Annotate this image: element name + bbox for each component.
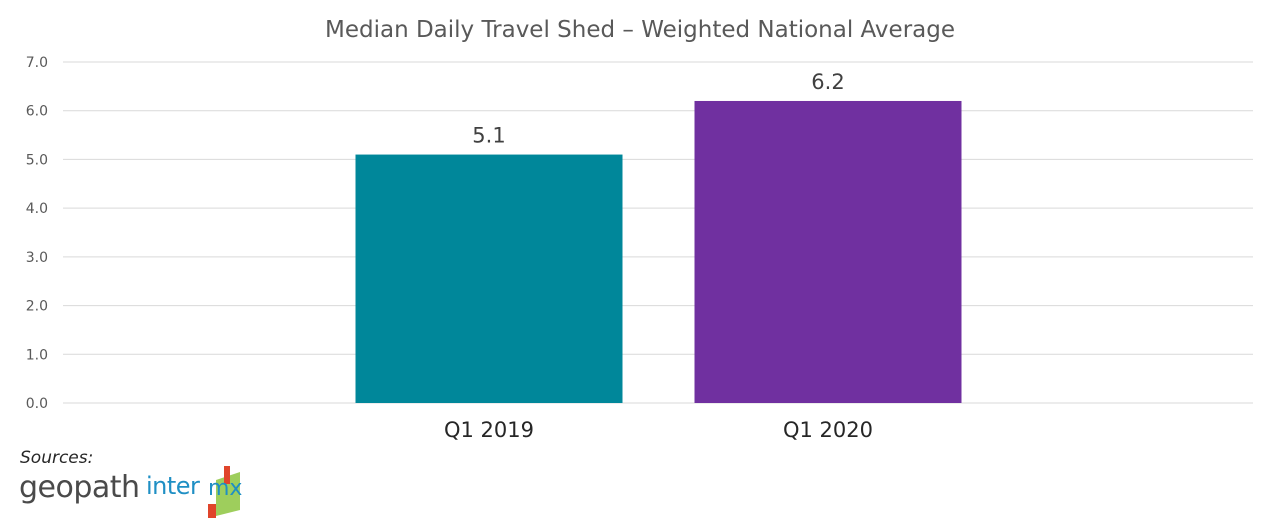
intermx-mark-letters: mx [208, 476, 242, 501]
data-labels: 5.1 6.2 [472, 70, 844, 148]
y-tick-label: 5.0 [26, 152, 48, 168]
x-axis-labels: Q1 2019 Q1 2020 [444, 418, 873, 442]
y-tick-label: 3.0 [26, 250, 48, 266]
y-tick-label: 4.0 [26, 201, 48, 217]
geopath-logo: geopath [19, 470, 140, 505]
y-tick-label: 6.0 [26, 104, 48, 120]
y-axis-ticks: 0.0 1.0 2.0 3.0 4.0 5.0 6.0 7.0 [26, 55, 48, 412]
intermx-logo-text: inter [146, 472, 200, 500]
y-tick-label: 7.0 [26, 55, 48, 71]
y-tick-label: 0.0 [26, 396, 48, 412]
x-category-label: Q1 2020 [783, 418, 873, 442]
intermx-logo-mark: mx [208, 466, 242, 518]
data-label: 5.1 [472, 124, 505, 148]
sources-label: Sources: [20, 448, 94, 468]
intermx-logo: inter mx [146, 464, 256, 520]
x-category-label: Q1 2019 [444, 418, 534, 442]
y-tick-label: 1.0 [26, 347, 48, 363]
geopath-logo-text: geopath [19, 470, 140, 505]
bar-q1-2019 [355, 154, 623, 403]
bars [355, 100, 962, 403]
y-tick-label: 2.0 [26, 299, 48, 315]
chart-title: Median Daily Travel Shed – Weighted Nati… [325, 17, 955, 43]
data-label: 6.2 [811, 70, 844, 94]
gridlines [63, 61, 1253, 404]
bar-q1-2020 [694, 100, 962, 403]
